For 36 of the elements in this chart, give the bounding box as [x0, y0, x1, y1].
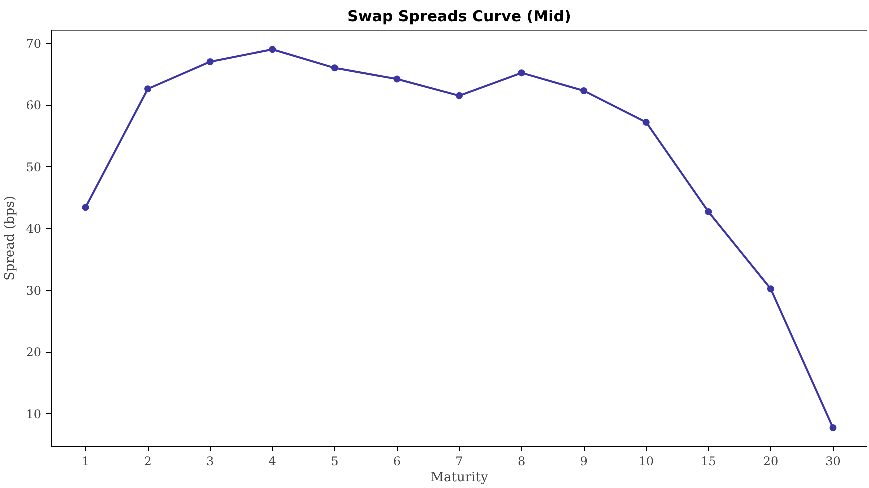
- x-tick-label: 5: [331, 454, 339, 468]
- point: [269, 46, 276, 54]
- point: [394, 76, 401, 83]
- point: [580, 87, 588, 94]
- point: [830, 424, 837, 432]
- x-tick-label: 4: [268, 454, 277, 468]
- point: [144, 86, 152, 93]
- y-tick-label: 30: [26, 284, 42, 298]
- y-tick-label: 20: [26, 346, 42, 360]
- x-axis-title: Maturity: [430, 470, 489, 486]
- x-tick-label: 6: [393, 454, 402, 468]
- x-tick-label: 1: [82, 454, 90, 468]
- y-tick-label: 50: [26, 160, 42, 174]
- point: [456, 92, 463, 100]
- y-tick-label: 70: [26, 36, 42, 51]
- point: [331, 64, 338, 72]
- x-tick-label: 15: [701, 454, 716, 468]
- y-tick-label: 60: [26, 98, 42, 113]
- point: [518, 70, 526, 77]
- x-tick-label: 8: [518, 454, 526, 468]
- y-tick-label: 40: [26, 222, 42, 236]
- chart-title: Swap Spreads Curve (Mid): [348, 8, 572, 26]
- x-tick-label: 2: [144, 454, 152, 468]
- x-tick-label: 3: [206, 454, 214, 468]
- point: [642, 118, 650, 126]
- x-tick-label: 7: [456, 454, 464, 468]
- y-axis-title: Spread (bps): [3, 196, 18, 281]
- point: [206, 58, 214, 66]
- x-tick-label: 30: [826, 454, 841, 468]
- x-tick-label: 20: [763, 454, 779, 468]
- point: [82, 204, 90, 212]
- point: [705, 208, 712, 216]
- x-tick-label: 9: [580, 454, 588, 468]
- x-tick-label: 10: [638, 454, 654, 468]
- point: [767, 286, 774, 293]
- y-tick-label: 10: [26, 407, 42, 422]
